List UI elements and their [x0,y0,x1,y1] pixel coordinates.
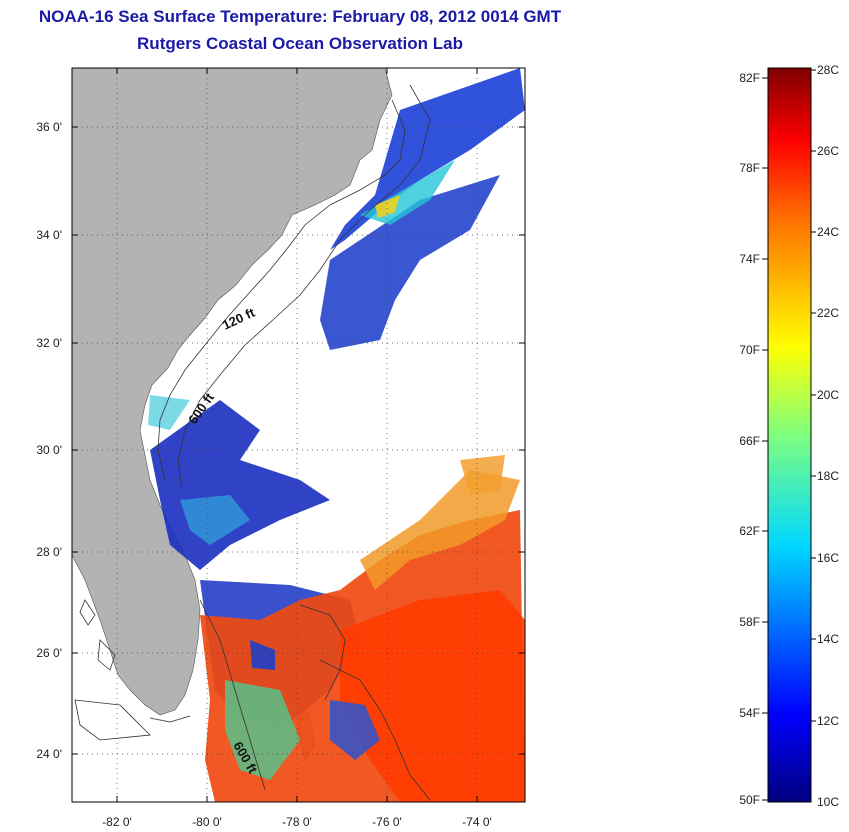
lat-label: 34 0' [36,228,62,242]
colorbar [767,67,812,803]
colorbar-c-label: 12C [817,714,839,728]
colorbar-f-label: 82F [739,71,760,85]
colorbar-f-label: 78F [739,161,760,175]
lon-label: -78 0' [282,815,312,829]
colorbar-f-label: 74F [739,252,760,266]
map-frame [71,67,526,803]
lat-label: 24 0' [36,747,62,761]
colorbar-f-label: 70F [739,343,760,357]
lat-label: 28 0' [36,545,62,559]
colorbar-c-label: 24C [817,225,839,239]
colorbar-c-label: 22C [817,306,839,320]
colorbar-f-label: 58F [739,615,760,629]
lon-label: -76 0' [372,815,402,829]
lon-label: -82 0' [102,815,132,829]
lat-label: 30 0' [36,443,62,457]
colorbar-f-label: 62F [739,524,760,538]
map-title: NOAA-16 Sea Surface Temperature: Februar… [38,7,562,26]
colorbar-f-label: 66F [739,434,760,448]
lat-label: 26 0' [36,646,62,660]
land-mass [72,68,393,716]
colorbar-c-label: 20C [817,388,839,402]
colorbar-c-label: 16C [817,551,839,565]
lat-label: 32 0' [36,336,62,350]
colorbar-c-label: 18C [817,469,839,483]
axis-ticks [72,68,525,802]
colorbar-c-label: 10C [817,795,839,809]
lon-label: -74 0' [462,815,492,829]
colorbar-c-label: 14C [817,632,839,646]
graticule [72,68,525,802]
sst-warm-patches [200,455,525,802]
colorbar-f-label: 54F [739,706,760,720]
colorbar-c-label: 26C [817,144,839,158]
colorbar-c-label: 28C [817,63,839,77]
map-subtitle: Rutgers Coastal Ocean Observation Lab [137,34,463,53]
depth-contours [74,84,431,801]
colorbar-ticks [762,69,816,801]
colorbar-f-label: 50F [739,793,760,807]
lon-label: -80 0' [192,815,222,829]
lat-label: 36 0' [36,120,62,134]
florida-keys [149,715,191,723]
